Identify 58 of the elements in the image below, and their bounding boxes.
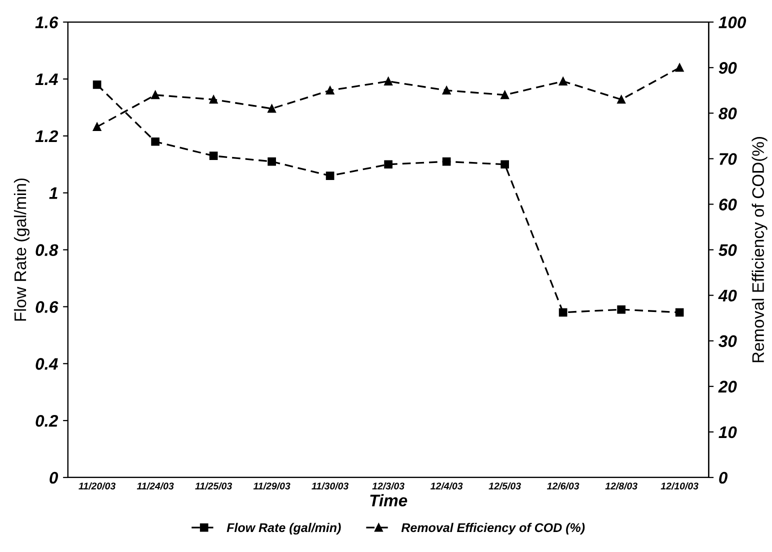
legend-label: Removal Efficiency of COD (%) [401,522,585,535]
x-tick-label: 12/4/03 [430,482,463,490]
point [209,95,218,104]
point [326,172,334,180]
y-axis-title: Flow Rate (gal/min) [14,178,30,321]
y2-axis-title: Removal Efficiency of COD(%) [752,137,768,362]
y-tick-label: 1 [49,187,58,199]
y-tick-label: 1.6 [35,16,58,28]
point [151,137,160,146]
point [326,86,334,95]
y-tick-label: 0.4 [36,358,58,370]
point [151,90,160,100]
x-axis-title: Time [370,494,408,506]
point [384,160,392,169]
y2-tick-label: 30 [718,335,737,348]
y2-tick-label: 50 [718,244,737,256]
y-tick-label: 1.4 [35,74,58,86]
y-tick-label: 1.2 [35,130,58,142]
x-tick-label: 12/10/03 [660,482,698,490]
y-tick-label: 0 [50,472,58,484]
y-tick-label: 0.8 [36,244,58,256]
point [558,77,568,86]
x-tick-label: 12/8/03 [605,482,638,490]
y2-tick-label: 20 [718,380,737,393]
point [384,77,392,86]
y2-tick-label: 80 [718,108,737,120]
point [675,63,684,72]
point [92,122,102,131]
x-tick-label: 11/30/03 [312,482,349,490]
y2-tick-label: 0 [719,472,728,484]
y2-tick-label: 100 [718,16,746,28]
point [442,86,451,95]
y2-tick-label: 40 [718,290,737,302]
y2-tick-label: 60 [719,198,737,210]
point [500,160,509,169]
point [617,305,626,314]
x-tick-label: 11/20/03 [78,482,116,490]
point [209,152,218,160]
y2-tick-label: 70 [720,153,737,165]
x-tick-label: 12/3/03 [372,482,404,490]
x-tick-label: 12/5/03 [488,482,521,490]
point [617,95,626,104]
x-tick-label: 11/24/03 [136,482,174,490]
point [675,308,684,317]
y2-tick-label: 90 [718,62,737,74]
point [268,157,276,166]
y-tick-label: 0.2 [36,414,58,427]
point [500,90,509,100]
point [558,308,568,317]
point [92,80,102,89]
y-tick-label: 0.6 [36,301,58,313]
x-tick-label: 11/29/03 [253,482,290,490]
y2-tick-label: 10 [718,426,737,438]
point [268,104,276,113]
legend-label: Flow Rate (gal/min) [226,522,341,535]
point [442,157,451,166]
x-tick-label: 11/25/03 [195,482,232,490]
x-tick-label: 12/6/03 [547,482,580,490]
